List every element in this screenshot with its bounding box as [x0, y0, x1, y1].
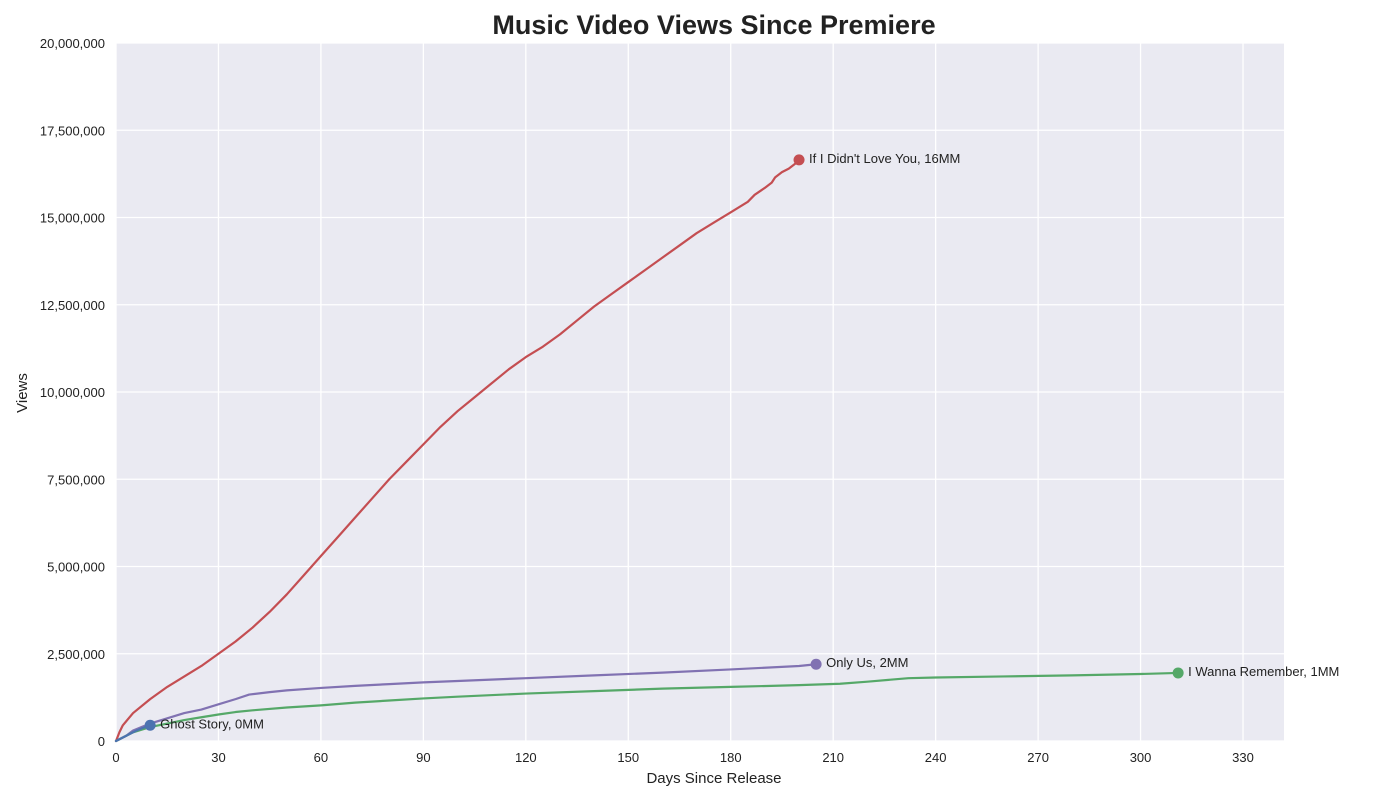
series-endpoint-only-us	[810, 658, 822, 670]
y-tick-label: 2,500,000	[47, 647, 105, 662]
y-tick-label: 5,000,000	[47, 560, 105, 575]
y-tick-label: 10,000,000	[40, 385, 105, 400]
chart-title: Music Video Views Since Premiere	[492, 10, 935, 40]
x-tick-label: 330	[1232, 750, 1254, 765]
x-axis-ticks: 0 30 60 90 120 150 180 210 240 270 300 330	[112, 750, 1253, 765]
y-tick-label: 0	[98, 734, 105, 749]
horizontal-grid-lines	[116, 42, 1284, 742]
x-tick-label: 210	[822, 750, 844, 765]
x-tick-label: 0	[112, 750, 119, 765]
annotation-ghost-story: Ghost Story, 0MM	[160, 716, 264, 731]
annotation-layer: If I Didn't Love You, 16MM Only Us, 2MM I …	[144, 151, 1339, 731]
y-tick-label: 20,000,000	[40, 36, 105, 51]
series-line-ghost-story	[114, 724, 152, 743]
series-line-if-i-didn-t-love-you	[114, 158, 801, 743]
x-tick-label: 60	[314, 750, 328, 765]
x-tick-label: 180	[720, 750, 742, 765]
y-axis-label: Views	[14, 373, 31, 413]
annotation-only-us: Only Us, 2MM	[826, 655, 908, 670]
x-axis-label: Days Since Release	[646, 770, 781, 787]
series-line-i-wanna-remember	[114, 671, 1180, 743]
y-tick-label: 7,500,000	[47, 472, 105, 487]
x-tick-label: 150	[617, 750, 639, 765]
x-tick-label: 90	[416, 750, 430, 765]
x-tick-label: 300	[1130, 750, 1152, 765]
annotation-if-i-didn-t-love-you: If I Didn't Love You, 16MM	[809, 151, 960, 166]
series-endpoint-i-wanna-remember	[1172, 667, 1184, 679]
x-tick-label: 30	[211, 750, 225, 765]
y-axis-ticks: 0 2,500,000 5,000,000 7,500,000 10,000,000 12…	[40, 36, 105, 749]
annotation-i-wanna-remember: I Wanna Remember, 1MM	[1188, 664, 1339, 679]
y-tick-label: 12,500,000	[40, 298, 105, 313]
x-tick-label: 270	[1027, 750, 1049, 765]
y-tick-label: 17,500,000	[40, 123, 105, 138]
x-tick-label: 240	[925, 750, 947, 765]
series-endpoint-if-i-didn-t-love-you	[793, 154, 805, 166]
series-layer	[114, 158, 1180, 743]
series-endpoint-ghost-story	[144, 719, 156, 731]
series-line-only-us	[114, 663, 818, 743]
y-tick-label: 15,000,000	[40, 211, 105, 226]
x-tick-label: 120	[515, 750, 537, 765]
